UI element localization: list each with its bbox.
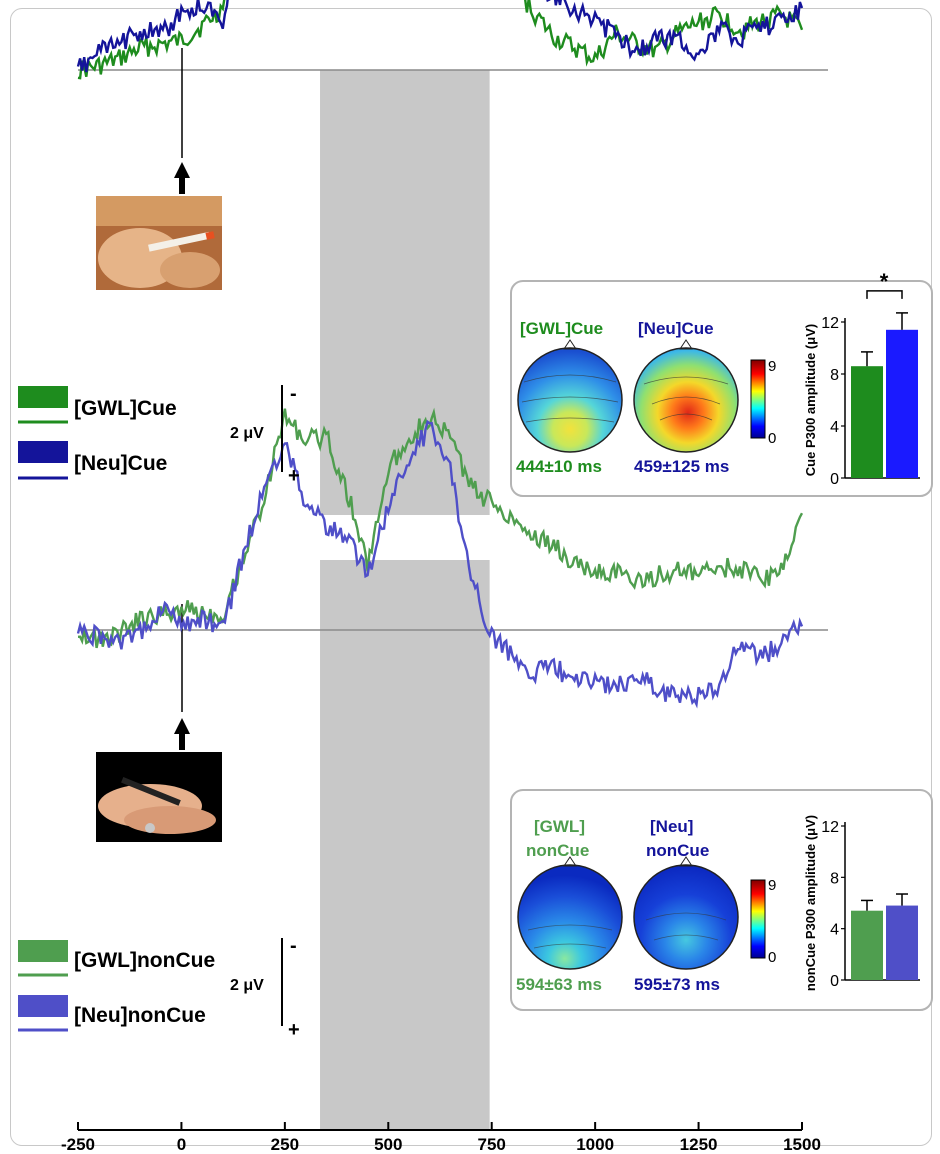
topomap-neu-cue (633, 339, 739, 453)
topomap-title-gwl-noncue-2: nonCue (526, 841, 589, 860)
y-tick-label: 0 (830, 471, 839, 488)
colorbar-min: 0 (768, 430, 776, 447)
y-tick-label: 12 (821, 819, 839, 836)
legend-swatch (18, 441, 68, 463)
x-tick-label: 1000 (576, 1135, 614, 1154)
arrow-shaft (179, 732, 185, 750)
bottom-scale-bar: - 2 μV + (230, 935, 300, 1041)
legend-label-gwl-cue: [GWL]Cue (74, 397, 177, 420)
colorbar-max: 9 (768, 358, 776, 375)
bar (851, 910, 883, 980)
noncue-inset-panel: [GWL] nonCue [Neu] nonCue 594±63 ms 595±… (510, 789, 933, 1011)
x-tick-label: -250 (61, 1135, 95, 1154)
topomap-title-gwl-noncue-1: [GWL] (534, 817, 585, 836)
x-tick-label: 750 (478, 1135, 506, 1154)
bar (851, 366, 883, 478)
x-tick-label: 0 (177, 1135, 186, 1154)
legend-swatch (18, 386, 68, 408)
top-legend: [GWL]Cue [Neu]Cue (18, 386, 177, 480)
neu-noncue-erp-line (76, 419, 804, 709)
topomap-title-gwl-cue: [GWL]Cue (520, 319, 603, 338)
colorbar-min: 0 (768, 949, 776, 966)
significance-bracket (866, 290, 903, 299)
y-tick-label: 4 (830, 922, 839, 939)
bar (886, 905, 918, 980)
y-tick-label: 8 (830, 367, 839, 384)
scale-plus: + (288, 465, 300, 487)
up-arrow-icon (174, 718, 190, 734)
analysis-window-shade (320, 560, 490, 1130)
latency-neu-noncue: 595±73 ms (634, 975, 720, 994)
y-tick-label: 8 (830, 870, 839, 887)
colorbar (750, 359, 766, 439)
legend-swatch (18, 995, 68, 1017)
legend-swatch (18, 940, 68, 962)
topomap-title-neu-noncue-2: nonCue (646, 841, 709, 860)
x-tick-label: 1250 (680, 1135, 718, 1154)
scale-plus: + (288, 1019, 300, 1041)
pen-in-hand-photo-icon (96, 752, 222, 842)
latency-gwl-cue: 444±10 ms (516, 457, 602, 476)
analysis-window-shade (320, 70, 490, 515)
scale-minus: - (290, 935, 297, 957)
topomap-title-neu-noncue-1: [Neu] (650, 817, 693, 836)
topomap-gwl-cue (517, 339, 623, 453)
cue-inset-panel: [GWL]Cue [Neu]Cue 444±10 ms 459±125 ms 9… (510, 269, 933, 497)
topomap-title-neu-cue: [Neu]Cue (638, 319, 714, 338)
arrow-shaft (179, 176, 185, 194)
y-axis-label: nonCue P300 amplitude (μV) (803, 815, 818, 991)
x-tick-label: 500 (374, 1135, 402, 1154)
neu-cue-erp-line (76, 0, 804, 73)
y-axis-label: Cue P300 amplitude (μV) (803, 324, 818, 476)
up-arrow-icon (174, 162, 190, 178)
latency-neu-cue: 459±125 ms (634, 457, 729, 476)
topomap-gwl-noncue (517, 856, 623, 970)
legend-label-neu-noncue: [Neu]nonCue (74, 1004, 206, 1027)
legend-label-neu-cue: [Neu]Cue (74, 452, 167, 475)
bar (886, 329, 918, 478)
scale-minus: - (290, 383, 297, 405)
y-tick-label: 0 (830, 973, 839, 990)
x-tick-label: 1500 (783, 1135, 821, 1154)
figure-frame (10, 8, 932, 1146)
latency-gwl-noncue: 594±63 ms (516, 975, 602, 994)
scale-label: 2 μV (230, 977, 264, 994)
x-axis: -250 0 250 500 750 1000 1250 1500 (61, 1122, 821, 1154)
colorbar-max: 9 (768, 877, 776, 894)
scale-label: 2 μV (230, 425, 264, 442)
y-tick-label: 4 (830, 419, 839, 436)
topomap-neu-noncue (633, 856, 739, 970)
significance-star: * (880, 269, 889, 294)
colorbar (750, 879, 766, 959)
y-tick-label: 12 (821, 315, 839, 332)
legend-label-gwl-noncue: [GWL]nonCue (74, 949, 215, 972)
cigarette-photo-icon (96, 196, 222, 290)
gwl-cue-erp-line (77, 0, 804, 80)
x-tick-label: 250 (271, 1135, 299, 1154)
top-scale-bar: - 2 μV + (230, 383, 300, 487)
bottom-legend: [GWL]nonCue [Neu]nonCue (18, 940, 215, 1032)
